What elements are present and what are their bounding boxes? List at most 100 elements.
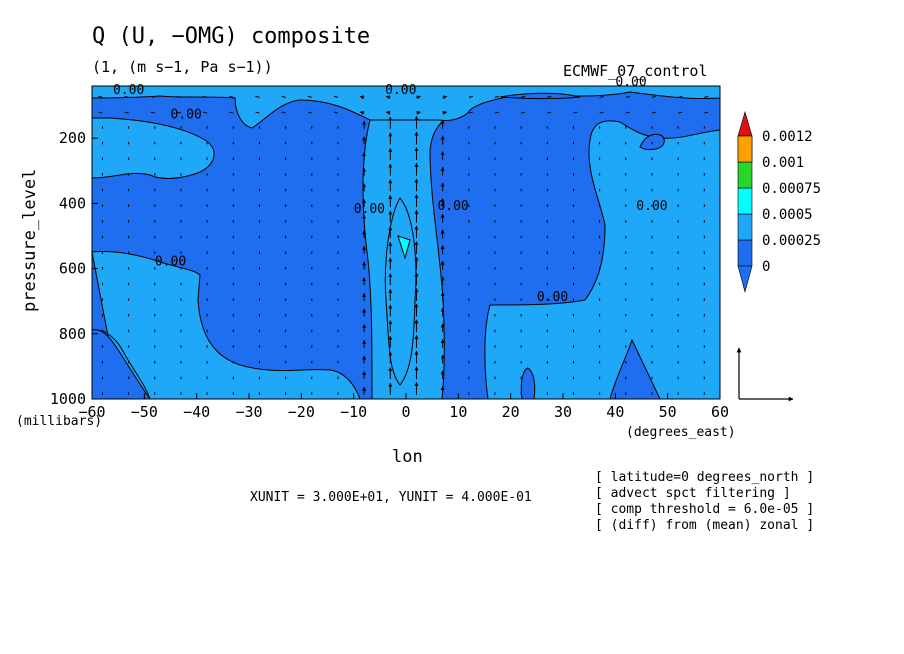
- contour-fill-positive-central: [362, 117, 446, 399]
- x-tick-label: 30: [554, 403, 572, 421]
- contour-label: 0.00: [385, 83, 416, 98]
- vector-arrow: [124, 111, 129, 114]
- vector-arrow: [203, 95, 208, 98]
- vector-arrow: [547, 95, 552, 98]
- x-tick-label: 40: [606, 403, 624, 421]
- vector-arrow: [521, 95, 526, 98]
- vector-arrow: [442, 95, 448, 100]
- x-axis-ticks: −60 −50 −40 −30 −20 −10 0 10 20 30 40 50 60: [78, 393, 729, 421]
- colorbar-swatch-1: [737, 213, 753, 241]
- vector-arrow: [625, 95, 630, 98]
- x-tick-label: 0: [401, 403, 410, 421]
- colorbar-label: 0.0012: [762, 129, 813, 145]
- annotation-threshold: [ comp threshold = 6.0e-05 ]: [595, 502, 815, 517]
- vector-arrow: [573, 95, 578, 98]
- vector-arrow: [359, 95, 365, 100]
- vector-arrow: [651, 111, 657, 114]
- vector-arrow: [704, 95, 709, 98]
- colorbar-swatch-3: [737, 161, 753, 189]
- x-tick-label: −60: [78, 403, 105, 421]
- x-tick-label: −10: [340, 403, 367, 421]
- vector-arrow: [150, 95, 155, 98]
- colorbar-top-triangle: [737, 110, 753, 137]
- x-tick-label: −20: [288, 403, 315, 421]
- vector-arrow: [333, 111, 339, 114]
- y-tick-label: 200: [59, 129, 86, 147]
- contour-fill-positive-lower-left: [92, 251, 361, 399]
- contour-fill-negative-small: [520, 367, 536, 399]
- y-axis-label: pressure_level: [20, 168, 40, 312]
- annotation-filtering: [ advect spct filtering ]: [595, 486, 791, 501]
- annotation-diff: [ (diff) from (mean) zonal ]: [595, 518, 815, 533]
- colorbar-label: 0: [762, 259, 770, 275]
- vector-arrow: [573, 111, 578, 114]
- contour-fill-negative-top-strip: [499, 92, 581, 99]
- colorbar-label: 0.0005: [762, 207, 813, 223]
- contour-label: 0.00: [155, 254, 186, 269]
- contour-labels: 0.00 0.00 0.00 0.00 0.00 0.00 0.00 0.00 0.00: [113, 75, 668, 305]
- colorbar-labels: 0 0.00025 0.0005 0.00075 0.001 0.0012: [762, 129, 821, 275]
- y-tick-label: 600: [59, 260, 86, 278]
- vector-arrow: [416, 110, 421, 115]
- contour-label: 0.00: [354, 202, 385, 217]
- x-tick-label: −40: [183, 403, 210, 421]
- vector-arrow: [307, 111, 312, 114]
- y-tick-label: 400: [59, 194, 86, 212]
- vector-arrow: [281, 111, 286, 114]
- vector-arrow: [468, 95, 473, 98]
- x-tick-label: −30: [235, 403, 262, 421]
- contour-label: 0.00: [615, 75, 646, 90]
- colorbar-bottom-triangle: [737, 265, 753, 294]
- x-tick-label: 60: [711, 403, 729, 421]
- y-axis-units: (millibars): [16, 414, 103, 429]
- contour-label: 0.00: [636, 199, 667, 214]
- vector-arrow: [651, 95, 657, 98]
- dataset-label: ECMWF_07_control: [563, 62, 708, 80]
- contour-fill-negative-lower-left: [92, 329, 151, 399]
- contour-fill-positive-upper-left: [92, 117, 215, 179]
- vector-arrow: [176, 95, 182, 98]
- vector-arrow: [521, 111, 526, 114]
- y-tick-label: 1000: [50, 390, 86, 408]
- colorbar: [737, 110, 753, 294]
- contour-fill-max: [397, 235, 411, 260]
- chart-subtitle: (1, (m s−1, Pa s−1)): [92, 58, 273, 76]
- annotation-latitude: [ latitude=0 degrees_north ]: [595, 470, 815, 485]
- unit-note: XUNIT = 3.000E+01, YUNIT = 4.000E-01: [250, 490, 532, 505]
- contour-label: 0.00: [437, 199, 468, 214]
- vector-arrow: [416, 95, 421, 100]
- vector-arrow: [229, 111, 234, 114]
- colorbar-swatch-0: [737, 239, 753, 267]
- vector-arrow: [599, 95, 604, 98]
- vector-arrow: [255, 111, 260, 114]
- contour-label: 0.00: [171, 108, 202, 123]
- colorbar-label: 0.00075: [762, 181, 821, 197]
- x-tick-label: 10: [449, 403, 467, 421]
- y-tick-label: 800: [59, 325, 86, 343]
- vector-arrow: [307, 95, 312, 98]
- vector-arrow: [625, 111, 630, 114]
- x-tick-label: 50: [659, 403, 677, 421]
- vector-arrow: [359, 110, 365, 115]
- colorbar-swatch-5: [737, 135, 753, 163]
- vector-arrow: [255, 95, 260, 98]
- vector-arrow: [150, 111, 155, 114]
- vector-arrow: [281, 95, 286, 98]
- y-axis-ticks: 200 400 600 800 1000: [50, 129, 98, 408]
- vector-arrow: [494, 111, 500, 114]
- x-axis-label: lon: [392, 447, 423, 467]
- colorbar-label: 0.001: [762, 155, 804, 171]
- vector-arrow: [704, 111, 709, 114]
- vector-arrow: [333, 95, 339, 98]
- reference-vector: [736, 347, 794, 402]
- colorbar-swatch-2: [737, 187, 753, 215]
- vector-arrow: [385, 110, 391, 115]
- vector-arrow: [124, 95, 129, 98]
- vector-arrow: [385, 95, 391, 100]
- x-tick-label: 20: [502, 403, 520, 421]
- vector-arrow: [468, 111, 473, 114]
- contour-fill-positive-right: [484, 120, 720, 399]
- colorbar-label: 0.00025: [762, 233, 821, 249]
- vector-arrow: [678, 111, 683, 114]
